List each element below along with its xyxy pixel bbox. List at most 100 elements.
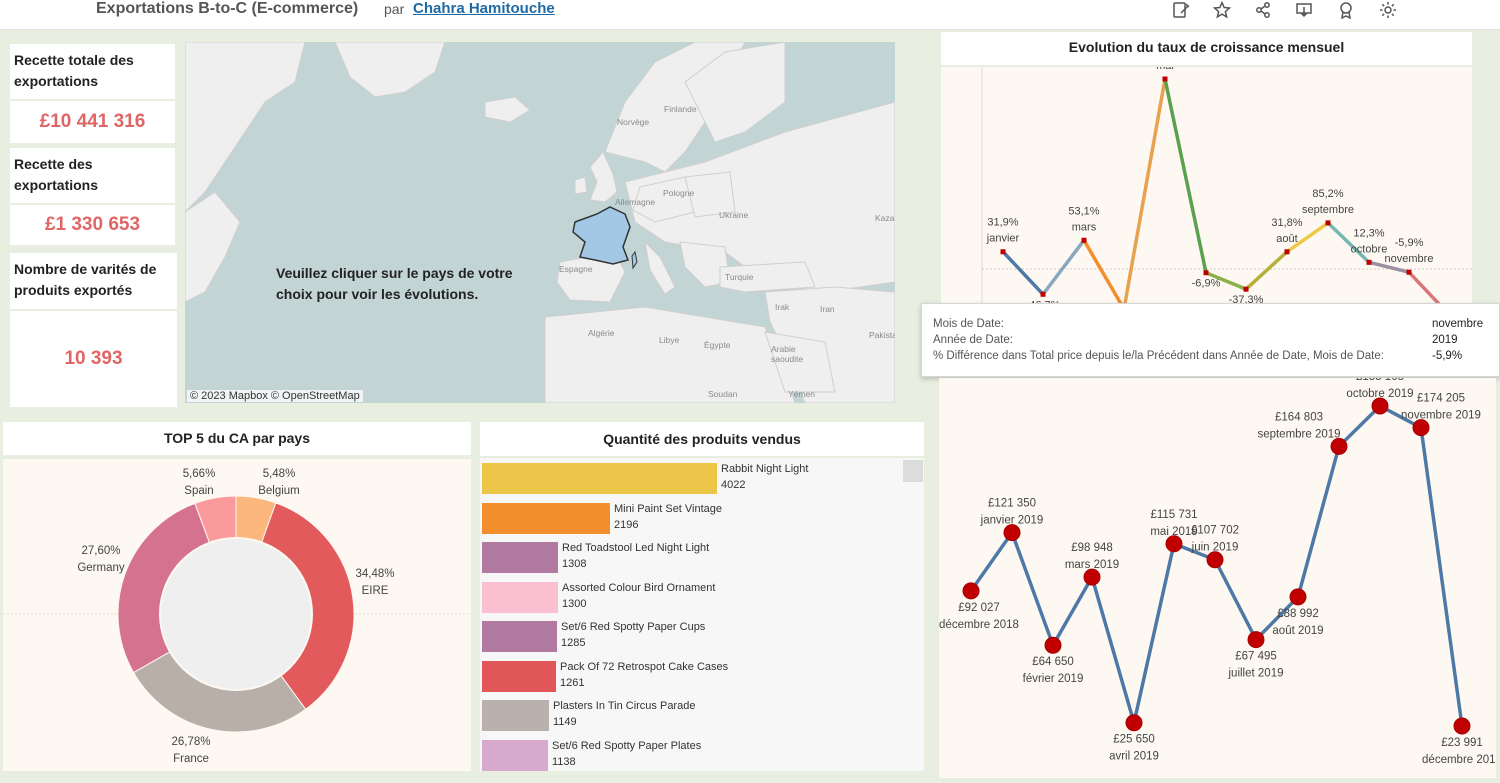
country-map[interactable]: Finlande Norvège Pologne Allemagne Ukrai… <box>185 42 895 403</box>
tooltip-value: -5,9% <box>1432 350 1462 362</box>
growth-point[interactable] <box>1244 287 1249 292</box>
author-link[interactable]: Chahra Hamitouche <box>413 0 555 17</box>
tooltip: Mois de Date: novembre Année de Date: 20… <box>921 303 1500 377</box>
revenue-value-label: £67 495 <box>1235 651 1277 663</box>
revenue-point[interactable] <box>1413 420 1429 436</box>
kpi-revenue-value: £1 330 653 <box>10 205 175 245</box>
product-bar[interactable] <box>482 621 557 652</box>
product-bar[interactable] <box>482 503 610 534</box>
revenue-date-label: juin 2019 <box>1191 542 1239 554</box>
product-qty: 4022 <box>721 477 808 493</box>
growth-segment <box>1084 240 1124 307</box>
product-name: Set/6 Red Spotty Paper Cups <box>561 619 705 635</box>
revenue-point[interactable] <box>1166 536 1182 552</box>
revenue-date-label: décembre 2018 <box>939 619 1019 631</box>
map-label: Finlande <box>664 104 697 114</box>
map-label: Égypte <box>704 340 730 350</box>
revenue-point[interactable] <box>1248 632 1264 648</box>
growth-value-label: -6,9% <box>1192 278 1221 290</box>
share-icon[interactable] <box>1252 0 1274 20</box>
tooltip-value: novembre <box>1432 318 1483 330</box>
product-bar[interactable] <box>482 542 558 573</box>
revenue-value-label: £164 803 <box>1275 411 1323 423</box>
growth-point[interactable] <box>1082 238 1087 243</box>
tooltip-label: Année de Date: <box>933 334 1013 346</box>
top5-donut-svg: 5,48%Belgium34,48%EIRE26,78%France27,60%… <box>3 459 471 771</box>
growth-month-label: janvier <box>986 233 1020 245</box>
map-label: Norvège <box>617 117 649 127</box>
donut-country-label: Belgium <box>258 485 300 497</box>
map-label: Espagne <box>559 264 593 274</box>
revenue-value-label: £174 205 <box>1417 393 1465 405</box>
author-prefix: par <box>384 1 404 17</box>
map-label: Algérie <box>588 328 614 338</box>
revenue-date-label: août 2019 <box>1272 625 1323 637</box>
growth-point[interactable] <box>1285 249 1290 254</box>
growth-month-label: septembre <box>1302 204 1354 216</box>
growth-chart[interactable]: 31,9%janvier-46,7%53,1%mars-74,1%351,2%m… <box>941 67 1472 307</box>
donut-country-label: EIRE <box>362 585 389 597</box>
revenue-point[interactable] <box>1331 438 1347 454</box>
growth-point[interactable] <box>1041 292 1046 297</box>
growth-point[interactable] <box>1407 270 1412 275</box>
revenue-point[interactable] <box>1290 589 1306 605</box>
edit-icon[interactable] <box>1170 0 1192 20</box>
donut-pct-label: 26,78% <box>171 736 210 748</box>
kpi-revenue-label: Recette des exportations <box>10 148 175 203</box>
products-scrollbar[interactable] <box>903 460 923 482</box>
growth-point[interactable] <box>1367 260 1372 265</box>
map-label: Libye <box>659 335 679 345</box>
revenue-point[interactable] <box>1454 718 1470 734</box>
badge-icon[interactable] <box>1335 0 1357 20</box>
product-bar[interactable] <box>482 661 556 692</box>
kpi-total-value: £10 441 316 <box>10 101 175 143</box>
product-name: Plasters In Tin Circus Parade <box>553 698 695 714</box>
revenue-point[interactable] <box>1045 637 1061 653</box>
revenue-point[interactable] <box>1126 715 1142 731</box>
star-icon[interactable] <box>1211 0 1233 20</box>
product-bar[interactable] <box>482 463 717 494</box>
growth-point[interactable] <box>1204 270 1209 275</box>
revenue-value-label: £115 731 <box>1150 509 1197 521</box>
growth-value-label: 53,1% <box>1068 205 1099 217</box>
revenue-point[interactable] <box>1207 552 1223 568</box>
dashboard-header: Exportations B-to-C (E-commerce) par Cha… <box>0 0 1500 30</box>
product-bar[interactable] <box>482 582 558 613</box>
revenue-point[interactable] <box>1084 569 1100 585</box>
growth-month-label: novembre <box>1385 253 1434 265</box>
revenue-point[interactable] <box>963 583 979 599</box>
growth-value-label: 31,8% <box>1271 217 1302 229</box>
download-icon[interactable] <box>1293 0 1315 20</box>
product-qty: 1138 <box>552 754 701 770</box>
revenue-point[interactable] <box>1004 525 1020 541</box>
settings-icon[interactable] <box>1377 0 1399 20</box>
revenue-value-label: £98 948 <box>1071 542 1113 554</box>
map-attribution[interactable]: © 2023 Mapbox © OpenStreetMap <box>187 390 363 402</box>
revenue-point[interactable] <box>1372 398 1388 414</box>
donut-hole <box>161 539 311 689</box>
growth-point[interactable] <box>1163 77 1168 82</box>
revenue-date-label: janvier 2019 <box>980 515 1044 527</box>
growth-segment <box>1246 252 1287 289</box>
revenue-date-label: octobre 2019 <box>1346 388 1413 400</box>
growth-point[interactable] <box>1001 249 1006 254</box>
revenue-value-label: £88 992 <box>1277 608 1319 620</box>
product-bar[interactable] <box>482 740 548 771</box>
product-bar[interactable] <box>482 700 549 731</box>
growth-point[interactable] <box>1326 220 1331 225</box>
map-country-france[interactable] <box>573 207 630 264</box>
